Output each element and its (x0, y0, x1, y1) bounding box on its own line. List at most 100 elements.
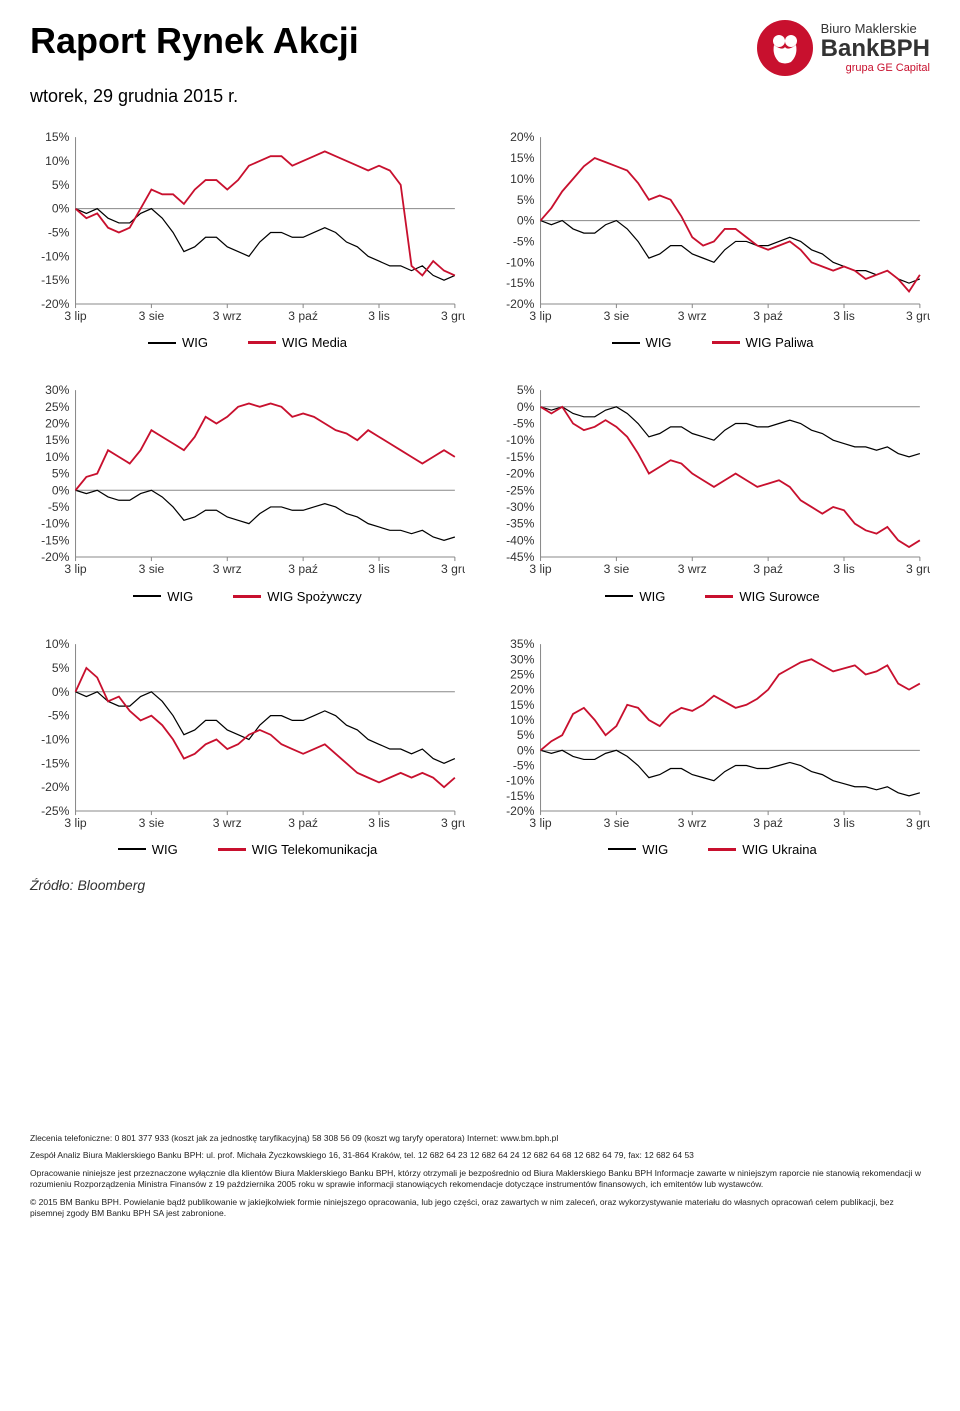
svg-text:3 sie: 3 sie (139, 816, 165, 830)
svg-text:-20%: -20% (41, 780, 70, 794)
svg-text:10%: 10% (510, 713, 534, 727)
svg-text:3 paź: 3 paź (288, 309, 318, 323)
svg-text:-10%: -10% (506, 773, 535, 787)
svg-text:3 paź: 3 paź (753, 816, 783, 830)
svg-text:3 lip: 3 lip (529, 563, 551, 577)
svg-text:15%: 15% (45, 130, 69, 144)
logo-line3: grupa GE Capital (821, 62, 930, 74)
footer-copyright: © 2015 BM Banku BPH. Powielanie bądź pub… (30, 1197, 930, 1220)
svg-text:3 wrz: 3 wrz (678, 563, 707, 577)
svg-text:5%: 5% (52, 178, 70, 192)
legend-sector: WIG Media (248, 335, 347, 350)
svg-text:0%: 0% (517, 743, 535, 757)
footer: Zlecenia telefoniczne: 0 801 377 933 (ko… (30, 1133, 930, 1220)
legend-wig: WIG (612, 335, 672, 350)
svg-text:3 lis: 3 lis (368, 309, 390, 323)
legend-wig: WIG (133, 589, 193, 604)
svg-text:-10%: -10% (41, 249, 70, 263)
svg-text:5%: 5% (517, 383, 535, 397)
svg-text:3 gru: 3 gru (906, 563, 930, 577)
svg-text:-35%: -35% (506, 517, 535, 531)
svg-text:3 lip: 3 lip (529, 309, 551, 323)
svg-text:-10%: -10% (41, 732, 70, 746)
svg-text:3 lip: 3 lip (64, 816, 86, 830)
svg-text:0%: 0% (52, 484, 70, 498)
svg-text:3 paź: 3 paź (753, 563, 783, 577)
svg-text:35%: 35% (510, 637, 534, 651)
svg-text:3 gru: 3 gru (906, 309, 930, 323)
svg-text:20%: 20% (510, 682, 534, 696)
svg-text:10%: 10% (45, 154, 69, 168)
chart-legend: WIG WIG Media (30, 335, 465, 350)
svg-text:-15%: -15% (41, 756, 70, 770)
legend-wig: WIG (608, 842, 668, 857)
page-title: Raport Rynek Akcji (30, 20, 359, 62)
svg-text:5%: 5% (517, 728, 535, 742)
svg-text:5%: 5% (52, 661, 70, 675)
svg-text:-10%: -10% (506, 255, 535, 269)
svg-text:3 gru: 3 gru (441, 816, 465, 830)
svg-text:3 wrz: 3 wrz (213, 563, 242, 577)
footer-disclaimer: Opracowanie niniejsze jest przeznaczone … (30, 1168, 930, 1191)
svg-text:30%: 30% (45, 383, 69, 397)
svg-text:3 paź: 3 paź (288, 563, 318, 577)
svg-text:0%: 0% (517, 400, 535, 414)
svg-text:3 lip: 3 lip (529, 816, 551, 830)
svg-text:5%: 5% (52, 467, 70, 481)
svg-text:3 lis: 3 lis (833, 816, 855, 830)
charts-grid: 15%10%5%0%-5%-10%-15%-20%3 lip3 sie3 wrz… (30, 127, 930, 857)
svg-text:-15%: -15% (41, 273, 70, 287)
svg-text:-25%: -25% (506, 484, 535, 498)
svg-text:30%: 30% (510, 652, 534, 666)
svg-text:3 gru: 3 gru (441, 563, 465, 577)
chart-telekom: 10%5%0%-5%-10%-15%-20%-25%3 lip3 sie3 wr… (30, 634, 465, 857)
svg-text:3 sie: 3 sie (604, 563, 630, 577)
svg-text:0%: 0% (52, 202, 70, 216)
svg-text:-15%: -15% (506, 276, 535, 290)
svg-text:3 sie: 3 sie (604, 309, 630, 323)
svg-text:-20%: -20% (506, 467, 535, 481)
legend-sector: WIG Paliwa (712, 335, 814, 350)
report-date: wtorek, 29 grudnia 2015 r. (30, 86, 930, 107)
svg-text:-40%: -40% (506, 534, 535, 548)
svg-text:3 sie: 3 sie (604, 816, 630, 830)
chart-legend: WIG WIG Telekomunikacja (30, 842, 465, 857)
svg-text:3 gru: 3 gru (441, 309, 465, 323)
svg-text:20%: 20% (45, 417, 69, 431)
legend-sector: WIG Surowce (705, 589, 819, 604)
svg-text:-15%: -15% (41, 534, 70, 548)
svg-text:15%: 15% (510, 151, 534, 165)
footer-contact: Zlecenia telefoniczne: 0 801 377 933 (ko… (30, 1133, 930, 1144)
chart-media: 15%10%5%0%-5%-10%-15%-20%3 lip3 sie3 wrz… (30, 127, 465, 350)
chart-paliwa: 20%15%10%5%0%-5%-10%-15%-20%3 lip3 sie3 … (495, 127, 930, 350)
header: Raport Rynek Akcji Biuro Maklerskie Bank… (30, 20, 930, 76)
svg-text:-5%: -5% (48, 500, 70, 514)
chart-legend: WIG WIG Paliwa (495, 335, 930, 350)
svg-text:10%: 10% (45, 450, 69, 464)
svg-text:25%: 25% (510, 667, 534, 681)
legend-wig: WIG (148, 335, 208, 350)
svg-text:3 paź: 3 paź (753, 309, 783, 323)
svg-text:3 wrz: 3 wrz (678, 309, 707, 323)
logo: Biuro Maklerskie BankBPH grupa GE Capita… (757, 20, 930, 76)
chart-surowce: 5%0%-5%-10%-15%-20%-25%-30%-35%-40%-45%3… (495, 380, 930, 603)
svg-text:15%: 15% (45, 434, 69, 448)
svg-text:-15%: -15% (506, 450, 535, 464)
logo-line1: Biuro Maklerskie (821, 22, 930, 36)
chart-legend: WIG WIG Surowce (495, 589, 930, 604)
svg-text:25%: 25% (45, 400, 69, 414)
svg-text:-5%: -5% (513, 758, 535, 772)
logo-icon (757, 20, 813, 76)
svg-text:3 sie: 3 sie (139, 309, 165, 323)
svg-text:20%: 20% (510, 130, 534, 144)
svg-text:-5%: -5% (513, 234, 535, 248)
svg-text:10%: 10% (510, 172, 534, 186)
chart-spozywczy: 30%25%20%15%10%5%0%-5%-10%-15%-20%3 lip3… (30, 380, 465, 603)
legend-sector: WIG Spożywczy (233, 589, 362, 604)
source-label: Źródło: Bloomberg (30, 877, 930, 893)
svg-text:0%: 0% (52, 684, 70, 698)
svg-text:3 gru: 3 gru (906, 816, 930, 830)
svg-text:3 wrz: 3 wrz (678, 816, 707, 830)
chart-legend: WIG WIG Ukraina (495, 842, 930, 857)
svg-text:3 sie: 3 sie (139, 563, 165, 577)
